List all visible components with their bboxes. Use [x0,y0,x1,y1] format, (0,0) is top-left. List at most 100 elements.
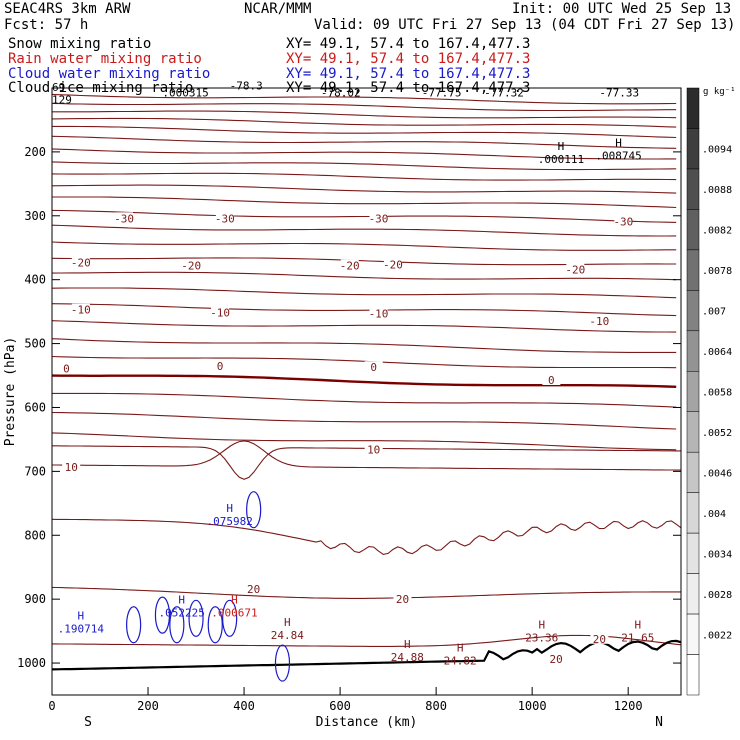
isotherm-label: 10 [367,444,380,457]
isotherm-line [51,303,677,317]
label-mask [244,582,263,594]
isotherm-label: -20 [71,256,91,269]
x-tick-label: 0 [48,699,55,713]
top-label: -78.02 [321,86,361,99]
label-mask [383,258,402,270]
colorbar-swatch [686,654,700,696]
colorbar-swatch [686,249,700,291]
isotherm-label: -10 [71,304,91,317]
y-axis-title: Pressure (hPa) [3,337,18,447]
isotherm-line [51,93,677,105]
isotherm-line [52,125,677,139]
top-label: -78.3 [230,79,263,92]
field-cloud-water-xy: XY= 49.1, 57.4 to 167.4,477.3 [286,66,531,82]
isotherm-label: -10 [589,315,609,328]
isotherm-label: -20 [383,258,403,271]
maximum-value: .008745 [595,150,641,163]
isotherm-label: 10 [65,461,78,474]
isotherm-label: -30 [215,212,235,225]
isotherm-label: 20 [593,633,606,646]
x-tick-label: 400 [233,699,255,713]
isotherm-line [52,440,681,471]
maximum-value: 24.82 [444,654,477,667]
top-label: -77.33 [599,86,639,99]
top-label: -77.32 [484,86,524,99]
y-tick-label: 600 [24,400,46,414]
terrain [51,639,682,671]
cloud-water-contour [207,606,223,644]
label-mask [71,303,90,315]
colorbar-label: .0022 [702,630,732,641]
isotherm-label: 20 [550,653,563,666]
isotherm-line [51,172,677,181]
colorbar-unit: g kg⁻¹ [703,87,736,97]
high-marker: H [615,137,622,150]
colorbar-swatch [686,330,700,372]
isotherm-label: 0 [217,360,224,373]
y-tick-label: 1000 [17,656,46,670]
isotherm-line [51,135,677,149]
isotherm-line [51,518,682,555]
isotherm-line [51,586,681,599]
colorbar-label: .004 [702,509,726,520]
colorbar-swatch [686,290,700,332]
cloud-water-contour [246,491,262,529]
maximum-value: .075982 [206,515,252,528]
init-time: Init: 00 UTC Wed 25 Sep 13 [512,1,732,17]
isotherm-line [51,411,677,430]
high-marker: H [226,502,233,515]
colorbar: .0094 .0088 .0082 .0078 .007 .0064 .0058 .0052.… [686,87,736,696]
cloud-water-contours [126,491,291,682]
isotherm-label: -10 [369,308,389,321]
y-tick-label: 200 [24,145,46,159]
cloud-water-contour [154,596,171,634]
label-mask [340,259,359,271]
isotherm-label: -20 [181,260,201,273]
isotherm-label: -30 [114,212,134,225]
isotherm-label: -20 [340,260,360,273]
high-marker: H [558,140,565,153]
isotherm-label: -10 [210,306,230,319]
colorbar-swatch [686,87,700,129]
valid-time: Valid: 09 UTC Fri 27 Sep 13 (04 CDT Fri … [314,17,736,33]
y-tick-label: 400 [24,273,46,287]
y-tick-label: 500 [24,337,46,351]
isotherm-line [51,241,677,251]
isotherm-line [51,271,677,281]
label-mask [182,259,201,271]
cloud-water-contour [188,599,204,637]
maximum-value: 21.65 [621,631,654,644]
high-marker: H [634,618,641,631]
colorbar-swatch [686,128,700,170]
x-tick-label: 200 [137,699,159,713]
top-label: -77.75 [422,86,462,99]
y-tick-label: 900 [24,592,46,606]
isotherm-line [51,287,677,299]
isotherm-line [51,432,677,451]
label-mask [211,359,230,371]
isotherm-line [52,196,677,209]
cloud-water-contour [126,606,142,644]
isotherm-line [51,148,677,160]
label-mask [71,256,90,268]
colorbar-swatch [686,411,700,453]
high-marker: H [457,641,464,654]
isotherm-label: 0 [548,374,555,387]
isotherm-line [51,117,677,128]
colorbar-swatch [686,613,700,655]
x-tick-label: 800 [425,699,447,713]
colorbar-swatch [686,168,700,210]
label-mask [215,212,234,224]
top-label: 129 [52,93,72,106]
field-cloud-water-name: Cloud water mixing ratio [8,66,211,82]
forecast-hour: Fcst: 57 h [4,17,89,33]
isotherm-line [51,355,677,369]
isotherm-label: 0 [370,361,377,374]
y-tick-label: 800 [24,528,46,542]
surface-pressure-line [51,639,682,671]
isotherm-line [51,224,677,237]
maximum-value: .000111 [538,153,584,166]
maximum-value: .000671 [211,606,257,619]
field-snow-xy: XY= 49.1, 57.4 to 167.4,477.3 [286,36,531,52]
